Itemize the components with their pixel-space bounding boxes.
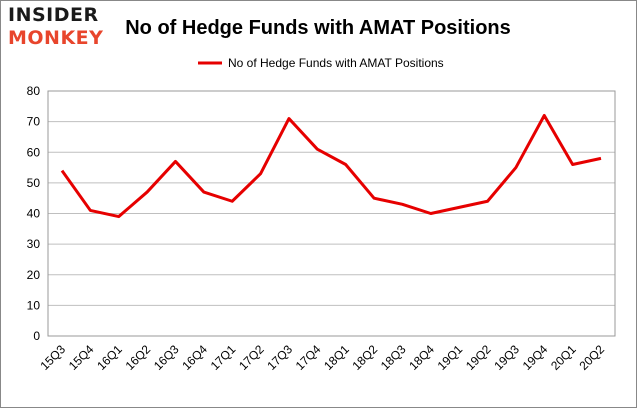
x-tick-label: 18Q1 bbox=[321, 342, 352, 373]
x-tick-label: 18Q4 bbox=[406, 342, 437, 373]
insider-monkey-logo: INSIDER MONKEY bbox=[8, 6, 118, 56]
x-tick-label: 17Q2 bbox=[236, 342, 267, 373]
y-axis-ticks: 0 10 20 30 40 50 60 70 80 bbox=[27, 84, 41, 343]
plot-frame bbox=[47, 90, 616, 337]
x-axis-ticks: 15Q315Q416Q116Q216Q316Q417Q117Q217Q317Q4… bbox=[37, 342, 607, 373]
logo-line-1: INSIDER bbox=[8, 4, 99, 26]
x-tick-label: 19Q1 bbox=[435, 342, 466, 373]
x-tick-label: 17Q1 bbox=[208, 342, 239, 373]
x-tick-label: 18Q3 bbox=[378, 342, 409, 373]
y-tick-label: 40 bbox=[27, 207, 41, 221]
x-tick-label: 15Q3 bbox=[37, 342, 68, 373]
x-tick-label: 17Q3 bbox=[264, 342, 295, 373]
x-tick-label: 19Q2 bbox=[463, 342, 494, 373]
x-tick-label: 16Q2 bbox=[123, 342, 154, 373]
y-tick-label: 30 bbox=[27, 237, 41, 251]
logo-line-2: MONKEY bbox=[8, 27, 104, 49]
x-tick-label: 15Q4 bbox=[66, 342, 97, 373]
y-tick-label: 50 bbox=[27, 176, 41, 190]
legend-label: No of Hedge Funds with AMAT Positions bbox=[228, 56, 444, 70]
x-tick-label: 16Q3 bbox=[151, 342, 182, 373]
y-tick-label: 20 bbox=[27, 268, 41, 282]
y-tick-label: 80 bbox=[27, 84, 41, 98]
chart-title: No of Hedge Funds with AMAT Positions bbox=[125, 17, 511, 39]
y-tick-label: 70 bbox=[27, 115, 41, 129]
y-tick-label: 10 bbox=[27, 298, 41, 312]
x-tick-label: 17Q4 bbox=[293, 342, 324, 373]
x-tick-label: 16Q4 bbox=[179, 342, 210, 373]
x-tick-label: 18Q2 bbox=[350, 342, 381, 373]
grid-lines bbox=[48, 121, 615, 306]
x-tick-label: 20Q2 bbox=[576, 342, 607, 373]
x-tick-label: 19Q3 bbox=[491, 342, 522, 373]
y-tick-label: 0 bbox=[33, 329, 40, 343]
series-line bbox=[60, 114, 602, 219]
x-tick-label: 16Q1 bbox=[94, 342, 125, 373]
x-tick-label: 20Q1 bbox=[548, 342, 579, 373]
x-tick-label: 19Q4 bbox=[520, 342, 551, 373]
y-tick-label: 60 bbox=[27, 145, 41, 159]
